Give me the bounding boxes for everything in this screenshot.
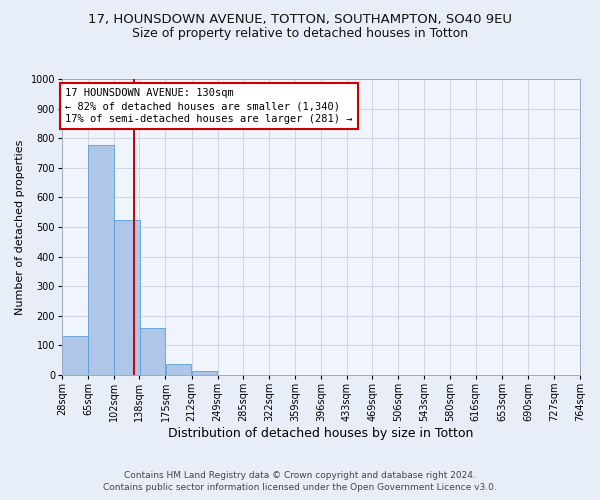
Text: Contains HM Land Registry data © Crown copyright and database right 2024.
Contai: Contains HM Land Registry data © Crown c… [103, 471, 497, 492]
Bar [62, 336, 88, 375]
Text: Size of property relative to detached houses in Totton: Size of property relative to detached ho… [132, 28, 468, 40]
Bar [166, 364, 191, 375]
Bar [191, 372, 217, 375]
Bar [114, 220, 140, 375]
Text: 17 HOUNSDOWN AVENUE: 130sqm
← 82% of detached houses are smaller (1,340)
17% of : 17 HOUNSDOWN AVENUE: 130sqm ← 82% of det… [65, 88, 352, 124]
Text: 17, HOUNSDOWN AVENUE, TOTTON, SOUTHAMPTON, SO40 9EU: 17, HOUNSDOWN AVENUE, TOTTON, SOUTHAMPTO… [88, 12, 512, 26]
Bar [88, 144, 114, 375]
Y-axis label: Number of detached properties: Number of detached properties [15, 140, 25, 314]
Bar [140, 328, 166, 375]
X-axis label: Distribution of detached houses by size in Totton: Distribution of detached houses by size … [169, 427, 473, 440]
